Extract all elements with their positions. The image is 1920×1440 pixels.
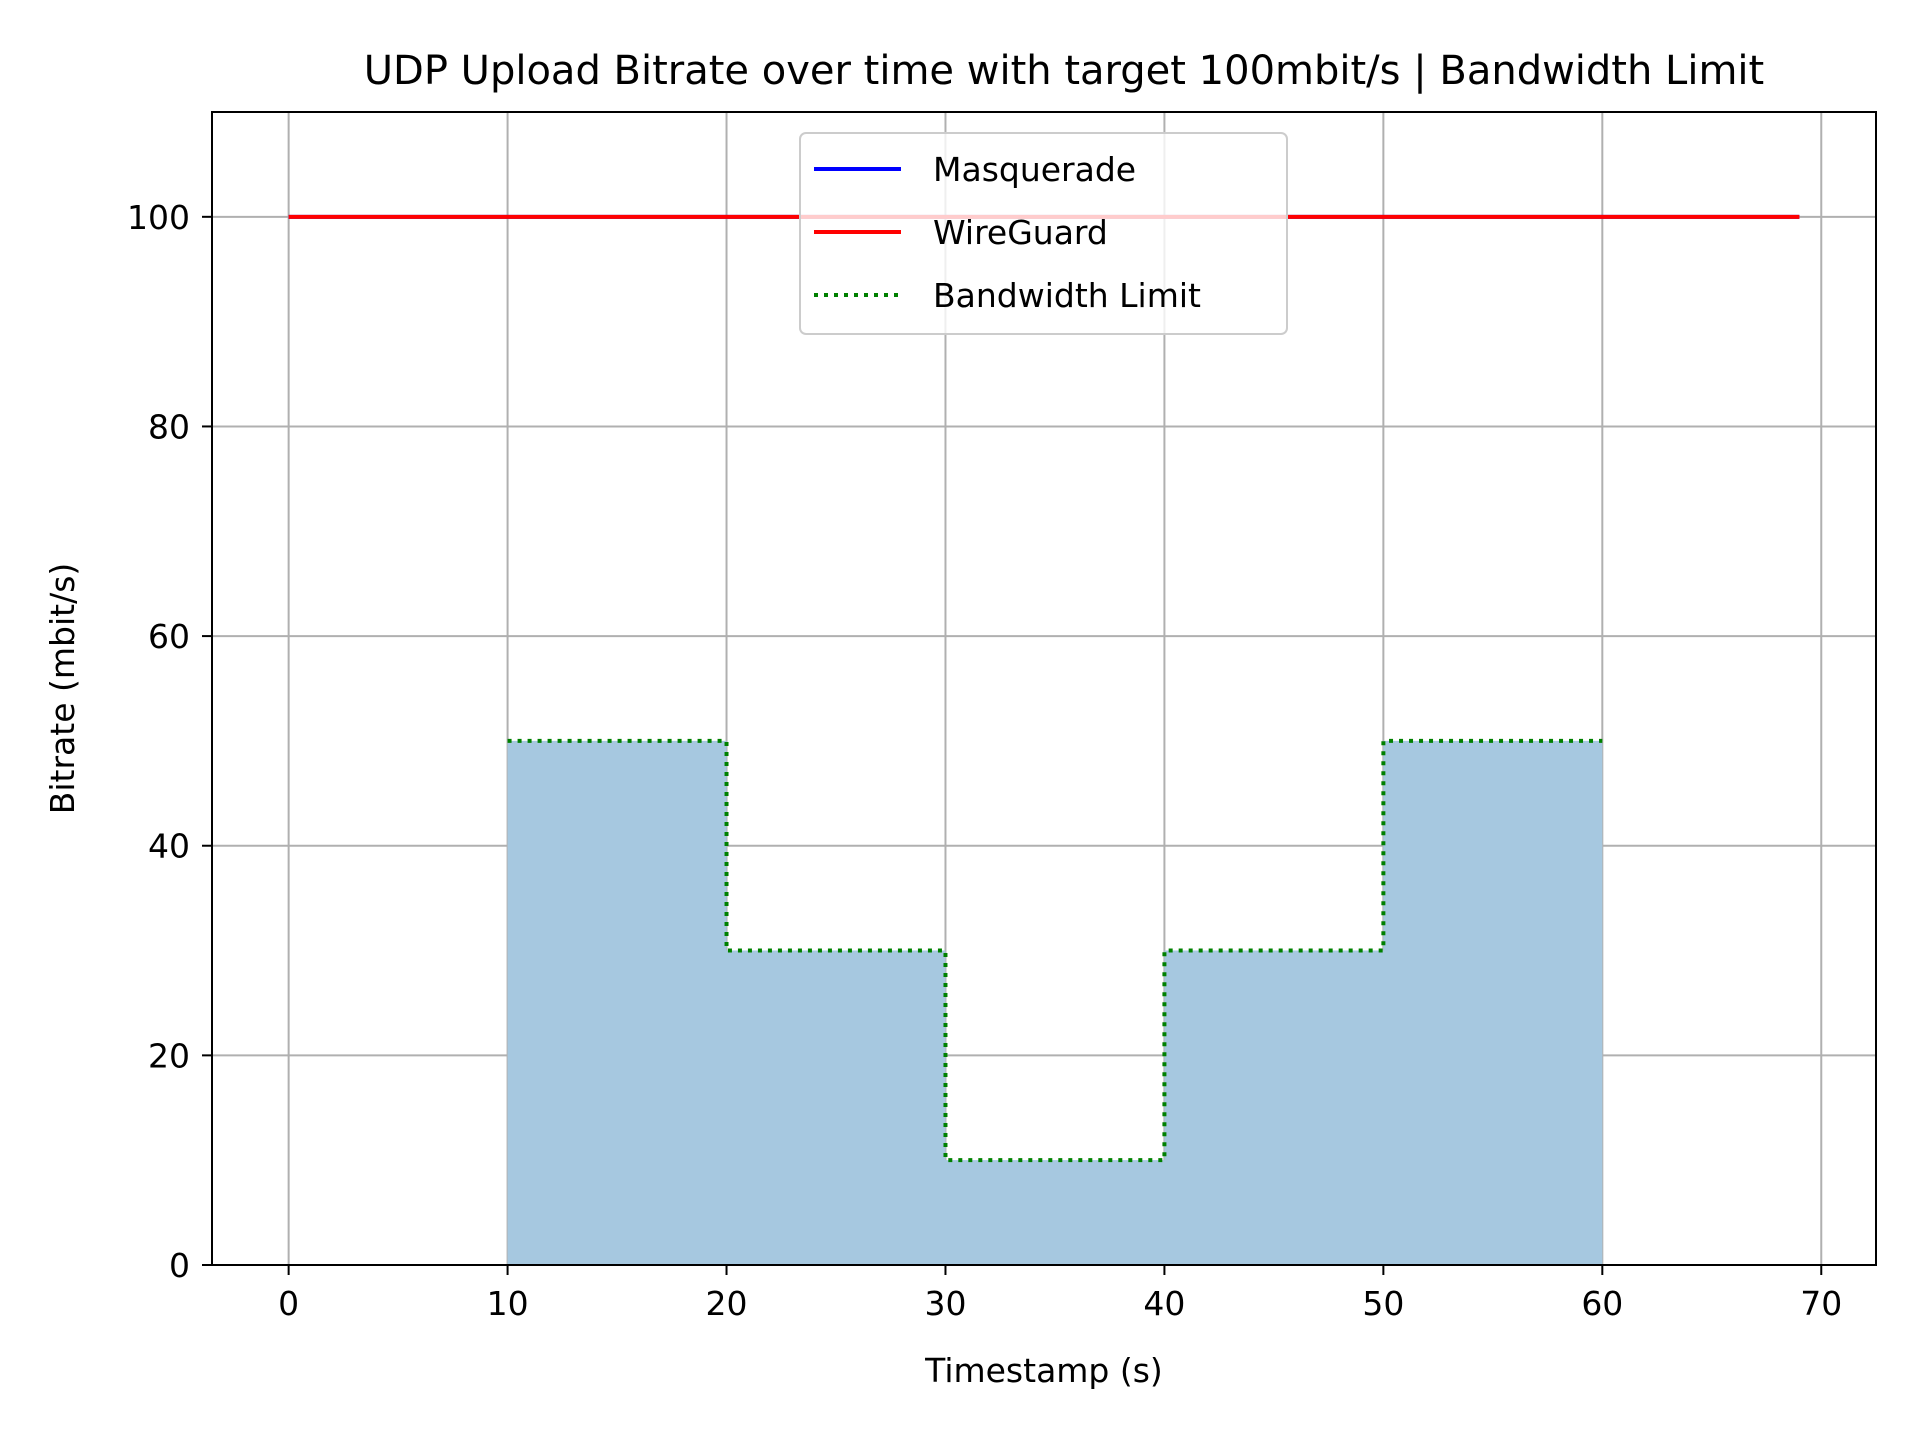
chart-title: UDP Upload Bitrate over time with target…	[364, 48, 1764, 94]
x-tick-label: 70	[1800, 1284, 1842, 1323]
legend: Masquerade WireGuard Bandwidth Limit	[799, 132, 1288, 335]
y-tick-label: 0	[169, 1246, 190, 1285]
legend-box	[799, 132, 1288, 335]
y-axis-label: Bitrate (mbit/s)	[43, 563, 82, 815]
y-tick-label: 100	[127, 198, 190, 237]
x-tick-label: 40	[1143, 1284, 1185, 1323]
y-tick-label: 60	[148, 617, 190, 656]
x-tick-label: 0	[278, 1284, 299, 1323]
x-tick-label: 20	[706, 1284, 748, 1323]
y-tick-label: 20	[148, 1036, 190, 1075]
tick-layer: 0 10 20 30 40 50 60 70 0 20 40 60 80 100	[127, 198, 1842, 1323]
plot-frame	[211, 111, 1877, 1266]
series-line-bandwidth-limit	[507, 738, 1603, 1163]
x-tick-label: 10	[487, 1284, 529, 1323]
x-tick-label: 50	[1362, 1284, 1404, 1323]
legend-label-masquerade: Masquerade	[933, 150, 1136, 189]
legend-label-bandwidth-limit: Bandwidth Limit	[933, 276, 1201, 315]
x-tick-label: 60	[1581, 1284, 1623, 1323]
legend-label-wireguard: WireGuard	[933, 213, 1108, 252]
y-tick-label: 40	[148, 827, 190, 866]
y-tick-label: 80	[148, 407, 190, 446]
fill-layer	[507, 740, 1603, 1265]
x-tick-label: 30	[924, 1284, 966, 1323]
bandwidth-fill-area	[507, 740, 1603, 1265]
x-axis-label: Timestamp (s)	[924, 1351, 1163, 1390]
